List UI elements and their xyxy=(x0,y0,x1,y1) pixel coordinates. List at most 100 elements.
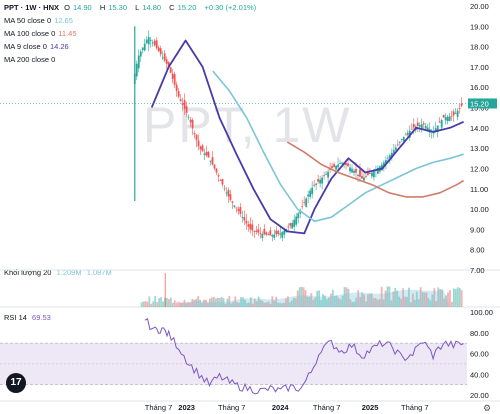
volume-bar xyxy=(187,302,190,307)
candle-body xyxy=(255,230,258,232)
candle-body xyxy=(303,202,306,203)
volume-bar xyxy=(363,294,365,307)
volume-bar xyxy=(308,296,311,307)
volume-bar xyxy=(242,297,244,307)
volume-bar xyxy=(214,298,217,307)
candle-body xyxy=(145,39,148,44)
candle-body xyxy=(149,39,152,41)
candle-body xyxy=(213,164,216,169)
volume-bar xyxy=(263,302,266,307)
volume-bar xyxy=(191,299,194,307)
volume-bar xyxy=(146,301,149,307)
price-tick-label: 19.00 xyxy=(470,22,489,31)
volume-bar xyxy=(351,301,354,307)
volume-bar xyxy=(339,299,342,307)
candle-body xyxy=(361,175,363,179)
volume-bar xyxy=(439,289,442,307)
volume-bar xyxy=(220,296,223,307)
gear-icon[interactable]: ⚙ xyxy=(483,403,492,413)
candle-body xyxy=(317,179,320,182)
rsi-tick-label: 40.00 xyxy=(470,370,489,379)
volume-bar xyxy=(460,289,463,307)
volume-bar xyxy=(376,299,379,307)
candle-body xyxy=(333,164,335,167)
candle-body xyxy=(141,47,144,51)
volume-bar xyxy=(345,287,348,307)
candle-body xyxy=(339,163,341,165)
volume-bar xyxy=(167,299,170,307)
candle-body xyxy=(341,162,343,164)
candle-body xyxy=(199,146,202,150)
volume-bar xyxy=(236,302,239,307)
candle-body xyxy=(281,232,284,238)
candle-body xyxy=(440,119,443,128)
candle-body xyxy=(404,134,407,136)
candle-body xyxy=(452,111,455,116)
volume-bar xyxy=(382,299,385,307)
volume-legend[interactable]: Khối lượng 20 1.209M 1.087M xyxy=(4,268,112,277)
tradingview-logo-icon[interactable]: 17 xyxy=(6,373,26,393)
candle-body xyxy=(438,121,441,123)
volume-bar xyxy=(318,290,321,307)
candle-body xyxy=(458,108,461,109)
volume-bar xyxy=(199,299,202,307)
volume-bar xyxy=(240,297,243,307)
volume-bar xyxy=(441,289,444,307)
candle-body xyxy=(291,222,294,229)
candle-body xyxy=(175,84,178,91)
volume-bar xyxy=(326,299,328,307)
candle-body xyxy=(331,166,333,169)
candle-body xyxy=(386,157,389,159)
volume-bar xyxy=(320,300,323,307)
volume-bar xyxy=(179,302,182,307)
candle-body xyxy=(351,168,353,173)
candle-body xyxy=(444,117,447,121)
volume-bar xyxy=(269,303,272,307)
volume-bar xyxy=(333,295,336,307)
candle-body xyxy=(249,223,252,230)
volume-bar xyxy=(322,294,324,307)
volume-bar xyxy=(367,294,369,307)
volume-bar xyxy=(279,303,282,307)
volume-bar xyxy=(443,298,445,307)
symbol-title[interactable]: PPT · 1W · HNX xyxy=(4,3,60,12)
time-axis-label: Tháng 7 xyxy=(218,403,246,412)
candle-body xyxy=(215,168,218,173)
price-tick-label: 9.00 xyxy=(470,225,485,234)
candle-body xyxy=(321,177,324,184)
volume-bar xyxy=(369,293,371,307)
candle-body xyxy=(460,103,463,106)
indicator-ma50[interactable]: MA 50 close 0 12.65 xyxy=(4,16,73,25)
candle-body xyxy=(185,106,188,113)
candle-body xyxy=(237,208,240,212)
volume-bar xyxy=(458,287,461,307)
candle-body xyxy=(355,168,357,173)
candle-body xyxy=(201,145,204,152)
volume-bar xyxy=(265,302,268,307)
ohlc-low: L 14.80 xyxy=(135,3,162,12)
volume-bar xyxy=(329,293,332,307)
volume-bar xyxy=(411,293,414,307)
volume-bar xyxy=(257,296,260,307)
volume-bar xyxy=(400,298,403,307)
header-legend: PPT · 1W · HNX O 14.90 H 15.30 L 14.80 C 15.… xyxy=(4,3,259,13)
indicator-ma100[interactable]: MA 100 close 0 11.45 xyxy=(4,29,77,38)
volume-bar xyxy=(306,296,309,307)
indicator-ma200[interactable]: MA 200 close 0 xyxy=(4,55,56,64)
indicator-ma9[interactable]: MA 9 close 0 14.26 xyxy=(4,42,69,51)
candle-body xyxy=(183,100,186,109)
volume-bar xyxy=(183,299,186,307)
volume-bar xyxy=(370,293,373,307)
price-tag: 15.20 xyxy=(470,99,489,108)
volume-bar xyxy=(277,302,280,307)
volume-bar xyxy=(388,286,391,307)
volume-bar xyxy=(386,286,389,307)
candle-body xyxy=(396,144,399,146)
volume-bar xyxy=(156,302,159,307)
ohlc-high: H 15.30 xyxy=(99,3,128,12)
candle-body xyxy=(371,172,373,177)
candle-body xyxy=(165,59,168,64)
rsi-legend[interactable]: RSI 14 69.53 xyxy=(4,313,51,322)
candle-body xyxy=(305,198,308,207)
